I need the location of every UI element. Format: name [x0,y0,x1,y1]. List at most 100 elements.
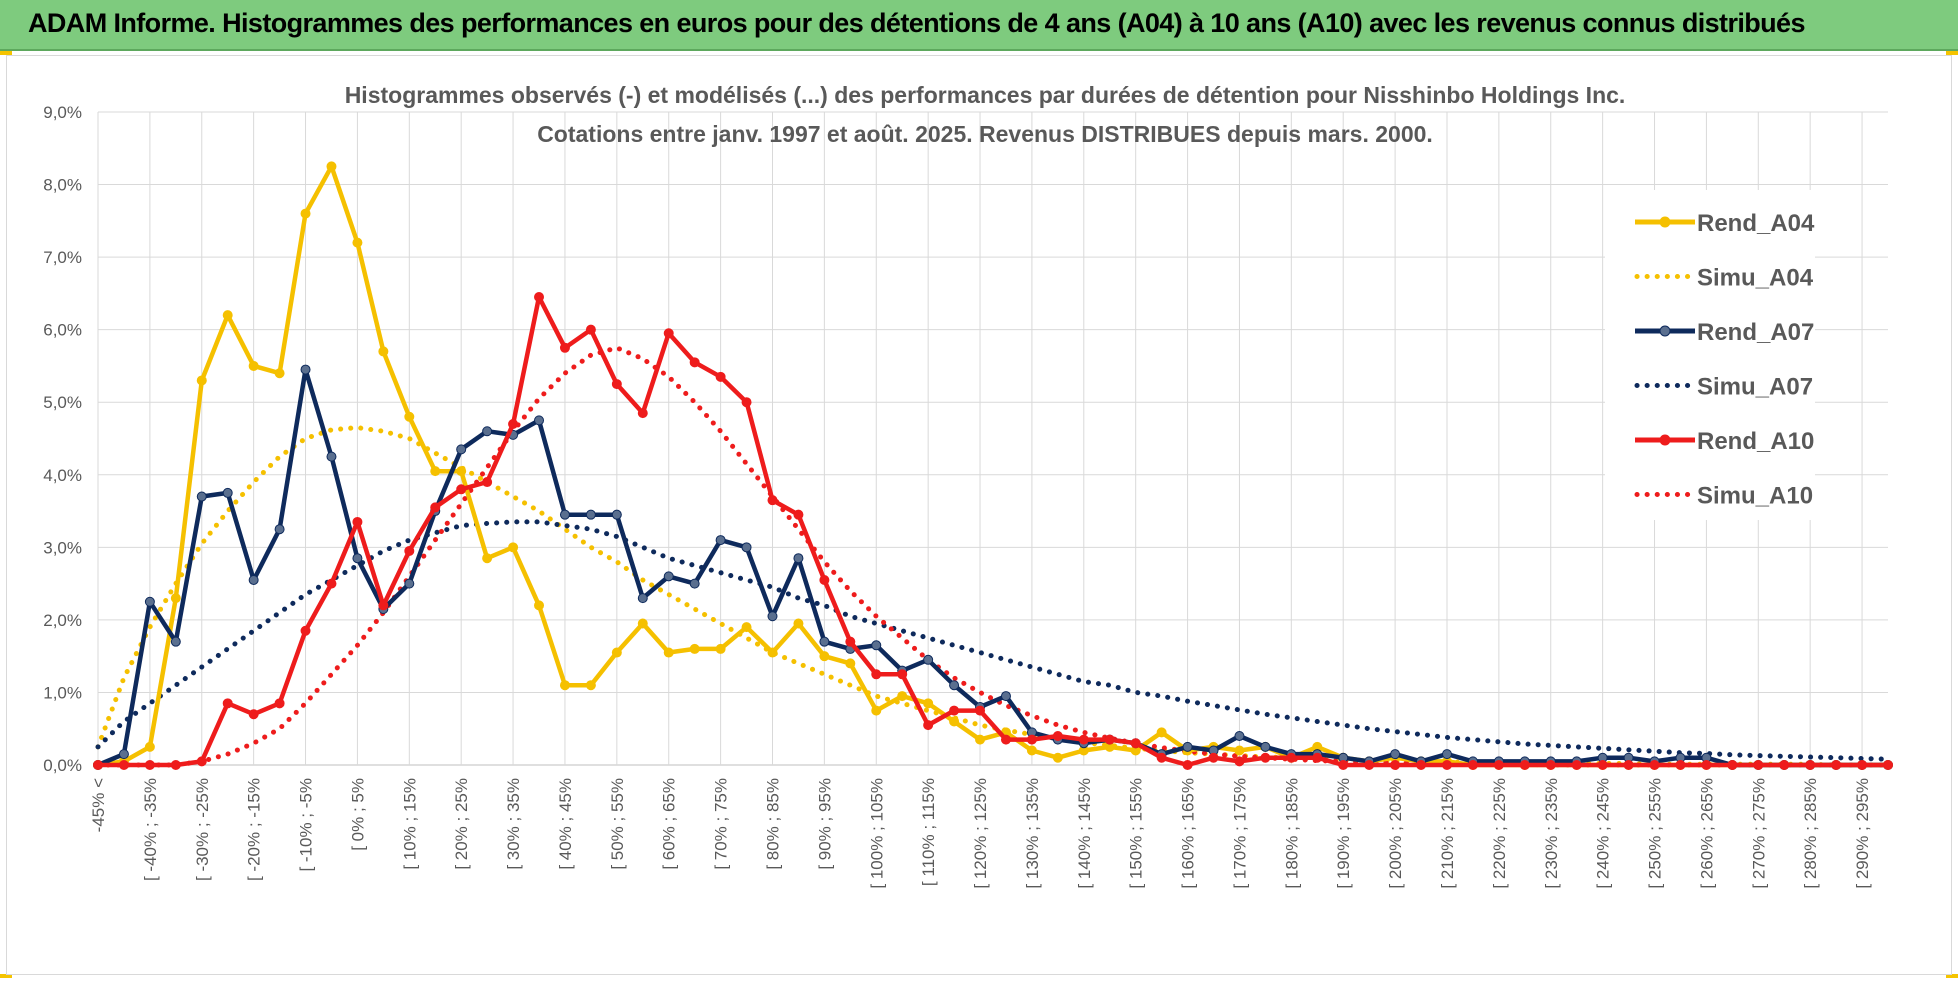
data-point [274,368,285,379]
corner-mark-right [1946,51,1958,55]
data-point [689,357,700,368]
data-point [949,705,960,716]
data-point [352,237,363,248]
chart-subtitle: Cotations entre janv. 1997 et août. 2025… [537,121,1433,147]
x-tick-label: [ 160% ; 165% [1179,778,1198,889]
x-tick-label: [ 100% ; 105% [867,778,886,889]
x-tick-label: [ 190% ; 195% [1334,778,1353,889]
x-tick-label: [ 120% ; 125% [971,778,990,889]
data-point [871,640,882,651]
data-point [741,622,752,633]
data-point [741,542,752,553]
x-tick-label: [ 40% ; 45% [556,778,575,870]
y-axis-ticks: 0,0% 1,0% 2,0% 3,0% 4,0% 5,0% 6,0% 7,0% 8,0% 9,0% [43,103,82,775]
data-point [1312,752,1323,763]
y-tick-label: 4,0% [43,466,82,485]
data-point [1545,760,1556,770]
data-point [559,342,570,353]
data-point [222,310,233,321]
data-point [404,545,415,556]
data-point [1649,760,1660,770]
x-tick-label: [ 50% ; 55% [608,778,627,870]
x-tick-label: [ 200% ; 205% [1386,778,1405,889]
data-point [1286,752,1297,763]
chart-title: Histogrammes observés (-) et modélisés (… [345,82,1626,108]
data-point [430,502,441,513]
data-point [1052,752,1063,763]
data-point [819,636,830,647]
data-point [170,636,181,647]
data-point [689,578,700,589]
data-point [923,720,934,731]
x-tick-label: [ 260% ; 265% [1697,778,1716,889]
legend-label: Simu_A07 [1697,374,1813,401]
data-point [534,292,545,303]
data-point [326,578,337,589]
data-point [845,658,856,669]
data-point [352,516,363,527]
x-axis-ticks: -45% < [ -40% ; -35% [ -30% ; -25% [ -20% ;… [89,778,1872,889]
data-point [663,571,674,582]
data-point [248,360,259,371]
legend-label: Simu_A10 [1697,483,1813,510]
x-tick-label: [ 220% ; 225% [1490,778,1509,889]
y-tick-label: 6,0% [43,321,82,340]
data-point [144,596,155,607]
data-point [767,495,778,506]
legend-marker [1659,325,1671,337]
data-point [1208,752,1219,763]
data-point [1260,752,1271,763]
x-tick-label: [ 30% ; 35% [504,778,523,870]
corner-mark-left [0,51,12,55]
data-point [611,509,622,520]
data-point [456,484,467,495]
data-point [378,346,389,357]
data-point [1441,749,1452,760]
y-tick-label: 0,0% [43,756,82,775]
x-tick-label: [ 10% ; 15% [400,778,419,870]
data-point [1571,760,1582,770]
data-point [1364,760,1375,770]
data-point [1623,760,1634,770]
data-point [1338,760,1349,770]
data-point [637,593,648,604]
data-point [222,487,233,498]
data-point [248,709,259,720]
series-line [97,367,1888,768]
data-point [1234,756,1245,767]
data-point [1519,760,1530,770]
data-point [975,705,986,716]
data-point [300,364,311,375]
report-header: ADAM Informe. Histogrammes des performan… [0,0,1958,51]
data-point [508,542,519,553]
data-point [585,509,596,520]
data-point [456,444,467,455]
x-tick-label: [ 20% ; 25% [452,778,471,870]
data-point [93,760,103,770]
legend-item-Rend_A04: Rend_A04 [1635,210,1815,237]
x-tick-label: [ 240% ; 245% [1594,778,1613,889]
data-point [689,643,700,654]
data-point [404,411,415,422]
data-point [196,491,207,502]
y-tick-label: 2,0% [43,611,82,630]
legend-label: Rend_A04 [1697,210,1815,237]
data-point [1234,745,1245,756]
data-point [949,716,960,727]
legend: Rend_A04 Simu_A04 Rend_A07 Simu_A07 Rend_A10… [1634,210,1815,510]
data-point [222,698,233,709]
data-point [352,553,363,564]
data-point [637,408,648,419]
data-point [1000,734,1011,745]
x-tick-label: [ -20% ; -15% [245,778,264,881]
data-point [482,426,493,437]
series-Simu_A07 [95,519,1891,762]
x-tick-label: [ 140% ; 145% [1075,778,1094,889]
data-point [975,734,986,745]
x-tick-label: [ 280% ; 285% [1801,778,1820,889]
x-tick-label: [ -40% ; -35% [141,778,160,881]
x-tick-label: [ 210% ; 215% [1438,778,1457,889]
data-point [793,509,804,520]
data-point [326,451,337,462]
data-point [274,524,285,535]
